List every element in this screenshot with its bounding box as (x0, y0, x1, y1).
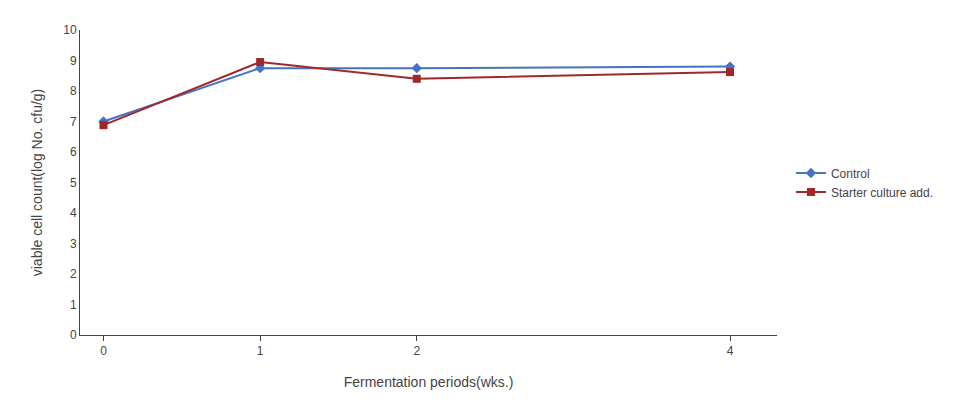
svg-text:Starter culture add.: Starter culture add. (831, 186, 933, 200)
svg-text:10: 10 (63, 23, 77, 37)
svg-text:8: 8 (70, 84, 77, 98)
svg-text:4: 4 (70, 206, 77, 220)
svg-text:1: 1 (257, 344, 264, 358)
svg-text:4: 4 (727, 344, 734, 358)
svg-text:3: 3 (70, 237, 77, 251)
svg-text:6: 6 (70, 145, 77, 159)
svg-text:5: 5 (70, 176, 77, 190)
svg-text:9: 9 (70, 54, 77, 68)
svg-text:0: 0 (100, 344, 107, 358)
svg-text:Fermentation periods(wks.): Fermentation periods(wks.) (344, 374, 514, 390)
svg-text:7: 7 (70, 115, 77, 129)
svg-text:0: 0 (70, 328, 77, 342)
svg-text:Control: Control (831, 167, 870, 181)
svg-text:1: 1 (70, 298, 77, 312)
svg-text:2: 2 (413, 344, 420, 358)
svg-text:viable cell count(log No. cfu/: viable cell count(log No. cfu/g) (29, 89, 45, 277)
svg-text:2: 2 (70, 267, 77, 281)
